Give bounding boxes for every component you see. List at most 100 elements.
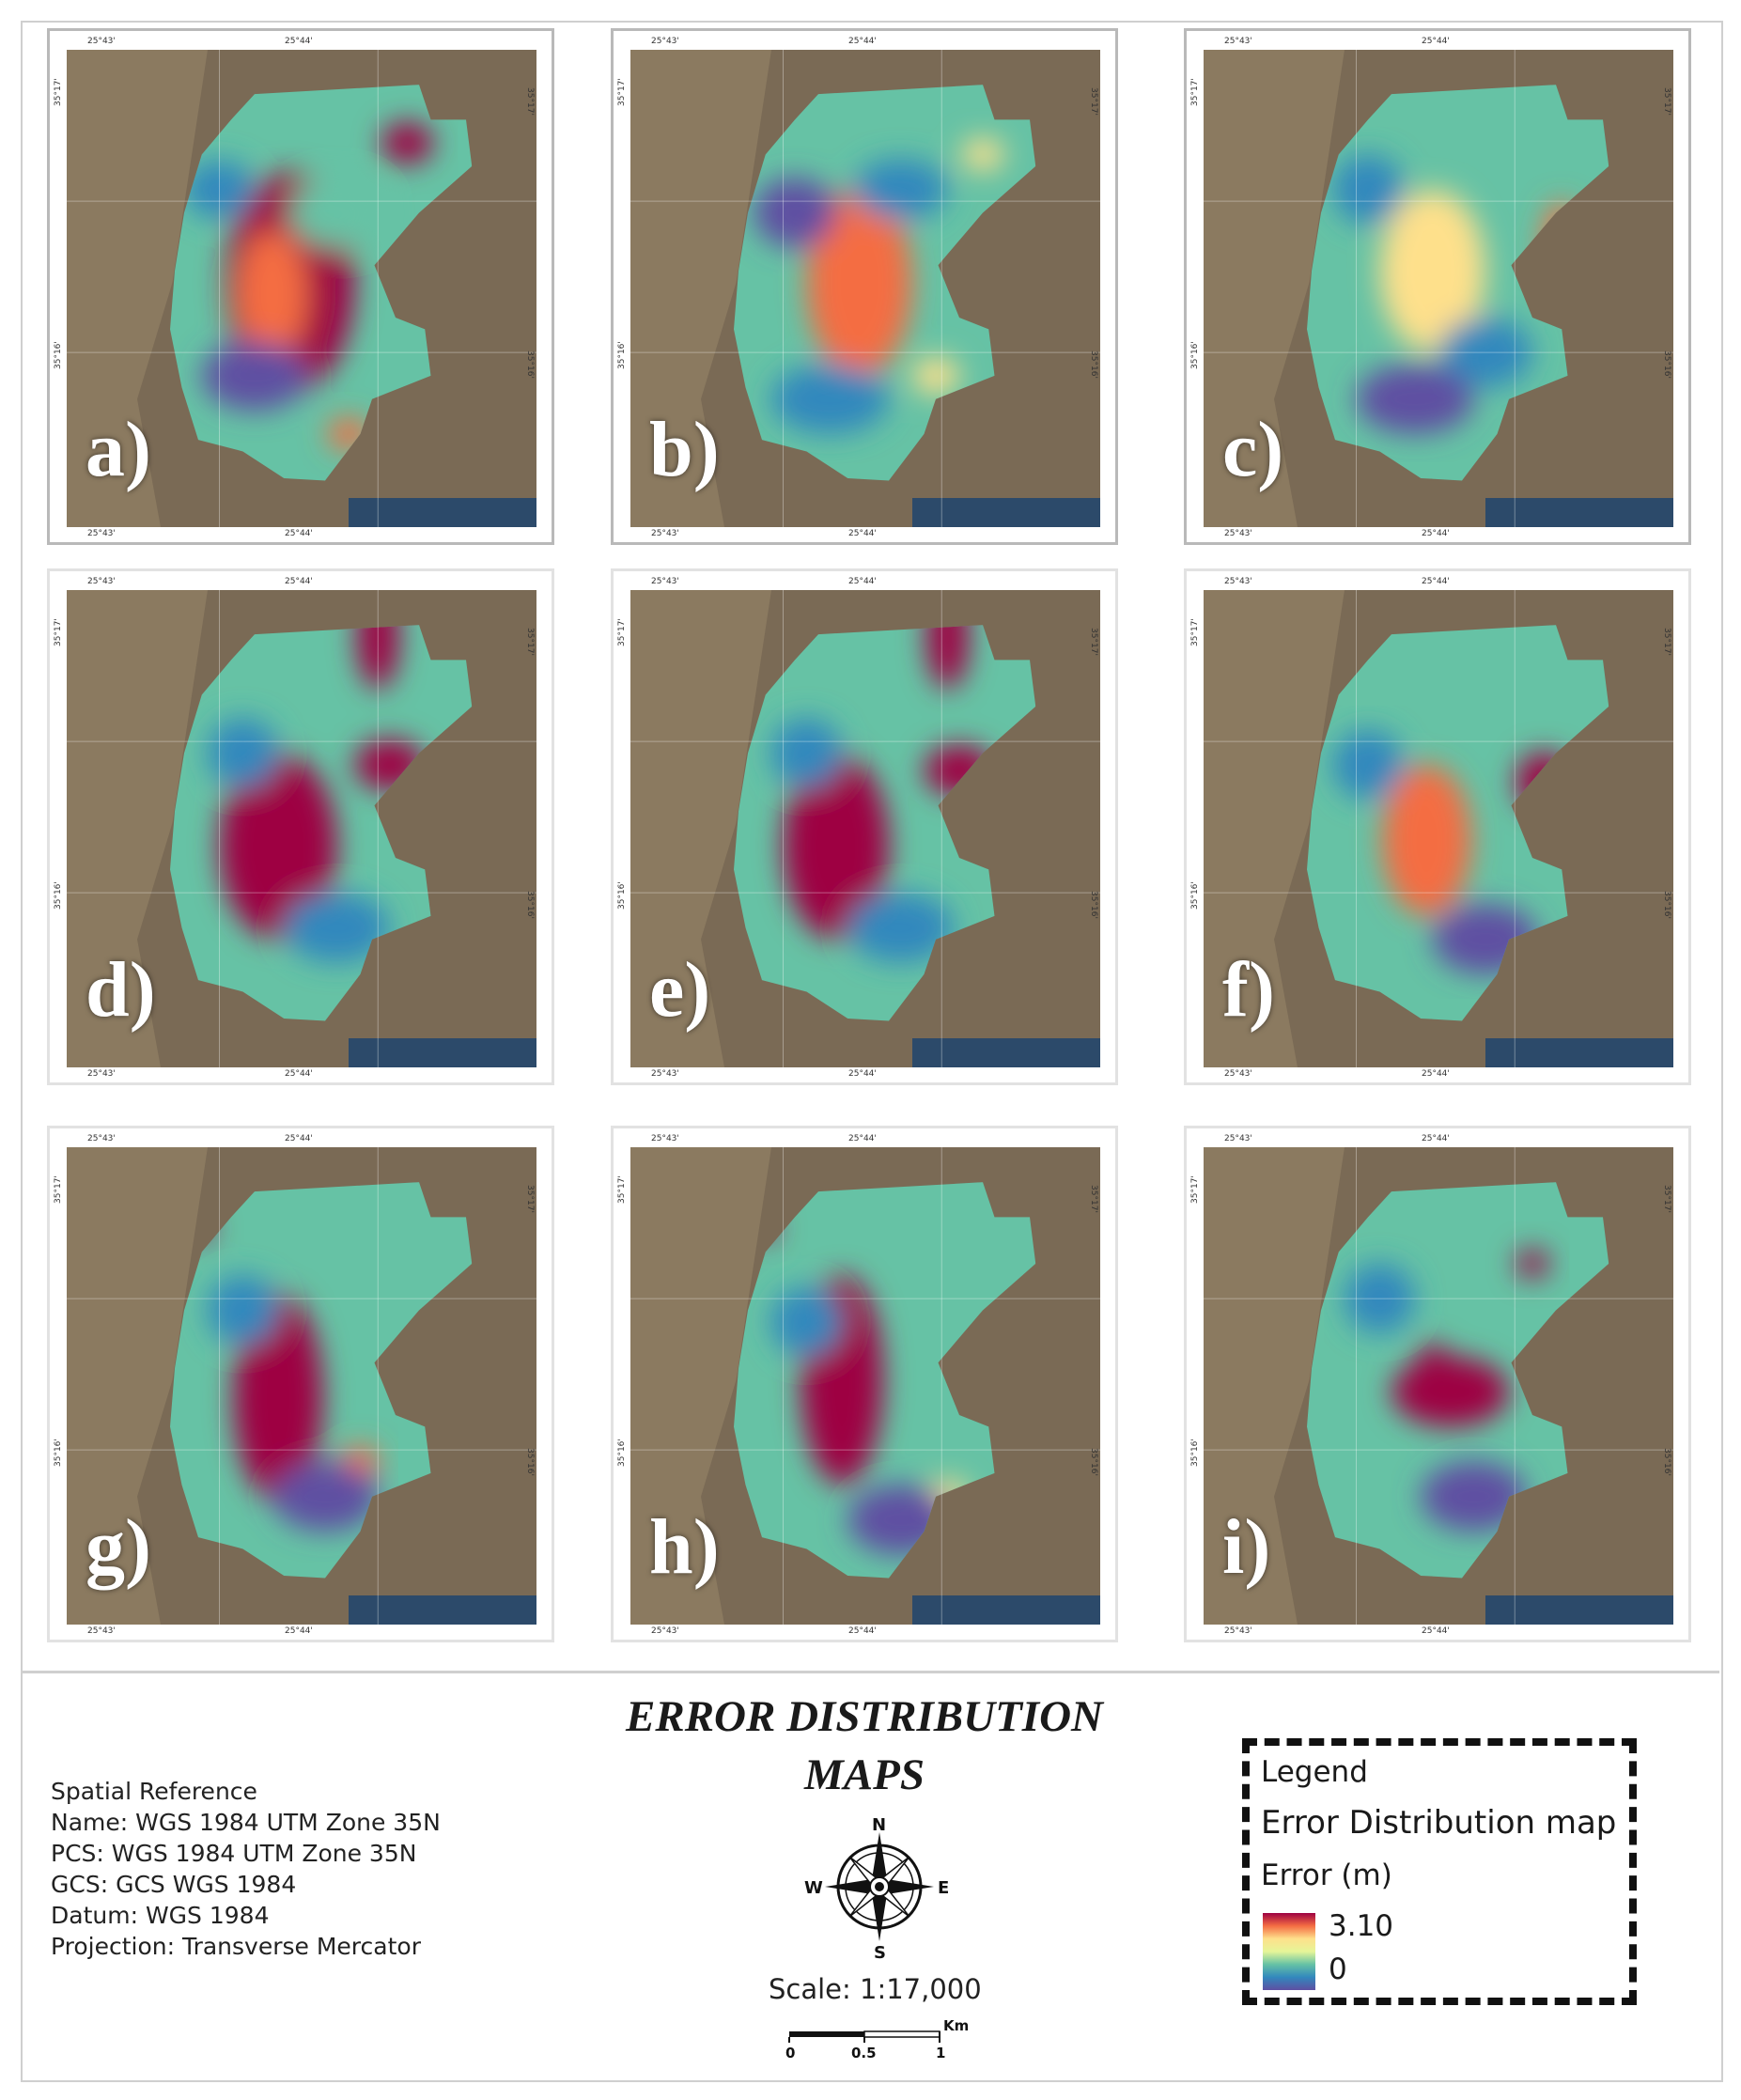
lat-label-right-bottom: 35°16' — [1662, 1448, 1672, 1476]
lat-label-left-top: 35°17' — [54, 618, 63, 646]
lon-label-bottom-left: 25°43' — [651, 1069, 679, 1079]
error-hotspot-1 — [356, 625, 399, 690]
error-hotspot-2 — [912, 357, 959, 395]
panel-label: b) — [649, 406, 720, 493]
map-panel-f: 25°43' 25°44' 25°43' 25°44' 35°17' 35°16' 35°1… — [1184, 568, 1691, 1085]
lon-label-top-left: 25°43' — [651, 577, 679, 586]
lon-label-top-right: 25°44' — [285, 1134, 313, 1143]
lon-label-bottom-right: 25°44' — [848, 1069, 877, 1079]
error-hotspot-2 — [1332, 729, 1404, 801]
lat-label-left-top: 35°17' — [54, 78, 63, 106]
error-hotspot-1 — [1418, 1343, 1447, 1371]
map-frame — [630, 590, 1100, 1067]
lat-label-right-top: 35°17' — [1662, 1185, 1672, 1213]
west-label: W — [804, 1878, 823, 1898]
north-label: N — [872, 1815, 886, 1835]
sea-area — [912, 1595, 1100, 1625]
lat-label-left-bottom: 35°16' — [1190, 881, 1200, 910]
error-hotspot-4 — [1421, 1461, 1527, 1532]
lon-label-bottom-left: 25°43' — [87, 1069, 116, 1079]
error-hotspot-2 — [381, 121, 433, 164]
lat-label-left-top: 35°17' — [1190, 618, 1200, 646]
error-surface-map — [67, 590, 536, 1067]
error-surface-map — [1204, 1147, 1673, 1625]
error-hotspot-0 — [806, 189, 912, 376]
coastal-terrain — [1204, 590, 1345, 1067]
sea-area — [1485, 1595, 1673, 1625]
legend-layer-name: Error Distribution map — [1261, 1804, 1617, 1842]
east-label: E — [938, 1878, 949, 1898]
lon-label-bottom-right: 25°44' — [1422, 1069, 1450, 1079]
lon-label-top-right: 25°44' — [848, 577, 877, 586]
north-arrow-compass-icon: N S E W — [804, 1815, 949, 1962]
coastal-terrain — [67, 1147, 208, 1625]
map-panel-h: 25°43' 25°44' 25°43' 25°44' 35°17' 35°16' 35°1… — [611, 1126, 1118, 1642]
error-hotspot-0 — [783, 753, 889, 940]
coastal-terrain — [630, 50, 771, 527]
sea-area — [912, 498, 1100, 527]
lat-label-left-bottom: 35°16' — [1190, 1439, 1200, 1467]
lon-label-bottom-left: 25°43' — [87, 1626, 116, 1636]
error-hotspot-2 — [1332, 154, 1404, 225]
lon-label-top-left: 25°43' — [87, 37, 116, 46]
spatial-reference-pcs: PCS: WGS 1984 UTM Zone 35N — [51, 1840, 417, 1867]
error-hotspot-0 — [1382, 764, 1471, 916]
error-hotspot-3 — [208, 1275, 278, 1346]
map-frame — [67, 590, 536, 1067]
error-surface-map — [630, 50, 1100, 527]
panel-label: f) — [1222, 946, 1275, 1034]
lat-label-right-top: 35°17' — [525, 628, 536, 656]
lon-label-bottom-right: 25°44' — [285, 1069, 313, 1079]
lat-label-right-bottom: 35°16' — [525, 350, 536, 379]
spatial-reference-heading: Spatial Reference — [51, 1778, 257, 1805]
spatial-reference-name: Name: WGS 1984 UTM Zone 35N — [51, 1809, 441, 1836]
error-hotspot-3 — [208, 718, 278, 788]
lon-label-bottom-right: 25°44' — [848, 529, 877, 538]
lat-label-left-bottom: 35°16' — [617, 881, 627, 910]
lon-label-top-right: 25°44' — [285, 37, 313, 46]
coastal-terrain — [630, 1147, 771, 1625]
map-layout-border — [21, 21, 1723, 2082]
lon-label-top-right: 25°44' — [848, 37, 877, 46]
lon-label-bottom-right: 25°44' — [285, 1626, 313, 1636]
lon-label-top-left: 25°43' — [87, 1134, 116, 1143]
error-hotspot-6 — [201, 340, 308, 412]
lon-label-top-right: 25°44' — [1422, 577, 1450, 586]
map-title-line-2: MAPS — [804, 1750, 925, 1799]
lat-label-left-bottom: 35°16' — [54, 881, 63, 910]
panel-label: d) — [85, 946, 156, 1034]
map-frame — [1204, 50, 1673, 527]
lat-label-right-top: 35°17' — [525, 87, 536, 116]
lat-label-left-bottom: 35°16' — [617, 1439, 627, 1467]
coastal-terrain — [67, 590, 208, 1067]
scale-tick-half: 0.5 — [851, 2045, 877, 2061]
map-frame — [67, 1147, 536, 1625]
lon-label-bottom-right: 25°44' — [848, 1626, 877, 1636]
sea-area — [912, 1038, 1100, 1067]
lon-label-top-left: 25°43' — [651, 37, 679, 46]
lat-label-left-top: 35°17' — [54, 1175, 63, 1204]
sea-area — [1485, 498, 1673, 527]
lon-label-top-left: 25°43' — [1224, 37, 1252, 46]
spatial-reference-projection: Projection: Transverse Mercator — [51, 1933, 421, 1960]
error-hotspot-1 — [961, 138, 1004, 171]
lat-label-right-bottom: 35°16' — [1089, 1448, 1099, 1476]
map-frame — [67, 50, 536, 527]
layout-divider — [21, 1671, 1719, 1673]
error-hotspot-2 — [1516, 1250, 1549, 1278]
map-panel-c: 25°43' 25°44' 25°43' 25°44' 35°17' 35°16' 35°1… — [1184, 28, 1691, 545]
lat-label-left-top: 35°17' — [617, 78, 627, 106]
error-hotspot-4 — [1356, 364, 1474, 434]
lat-label-right-bottom: 35°16' — [1662, 891, 1672, 919]
error-hotspot-1 — [926, 625, 969, 690]
scale-text: Scale: 1:17,000 — [769, 1973, 982, 2005]
lat-label-left-bottom: 35°16' — [54, 1439, 63, 1467]
error-hotspot-3 — [1345, 1263, 1415, 1334]
lon-label-top-left: 25°43' — [1224, 1134, 1252, 1143]
error-hotspot-3 — [1438, 317, 1532, 388]
spatial-reference-block: Spatial Reference Name: WGS 1984 UTM Zon… — [51, 1776, 441, 1962]
lon-label-bottom-right: 25°44' — [1422, 1626, 1450, 1636]
coastal-terrain — [630, 590, 771, 1067]
error-surface-map — [630, 590, 1100, 1067]
lat-label-right-bottom: 35°16' — [525, 1448, 536, 1476]
